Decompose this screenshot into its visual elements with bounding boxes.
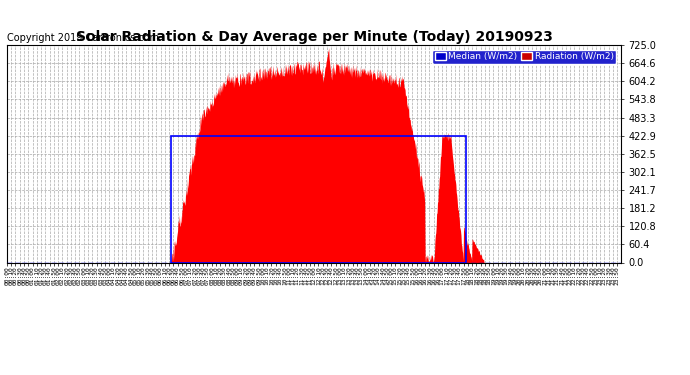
Legend: Median (W/m2), Radiation (W/m2): Median (W/m2), Radiation (W/m2) (432, 50, 616, 64)
Bar (171, 136, 466, 262)
Title: Solar Radiation & Day Average per Minute (Today) 20190923: Solar Radiation & Day Average per Minute… (75, 30, 553, 44)
Text: Copyright 2019 Cartronics.com: Copyright 2019 Cartronics.com (7, 33, 159, 43)
